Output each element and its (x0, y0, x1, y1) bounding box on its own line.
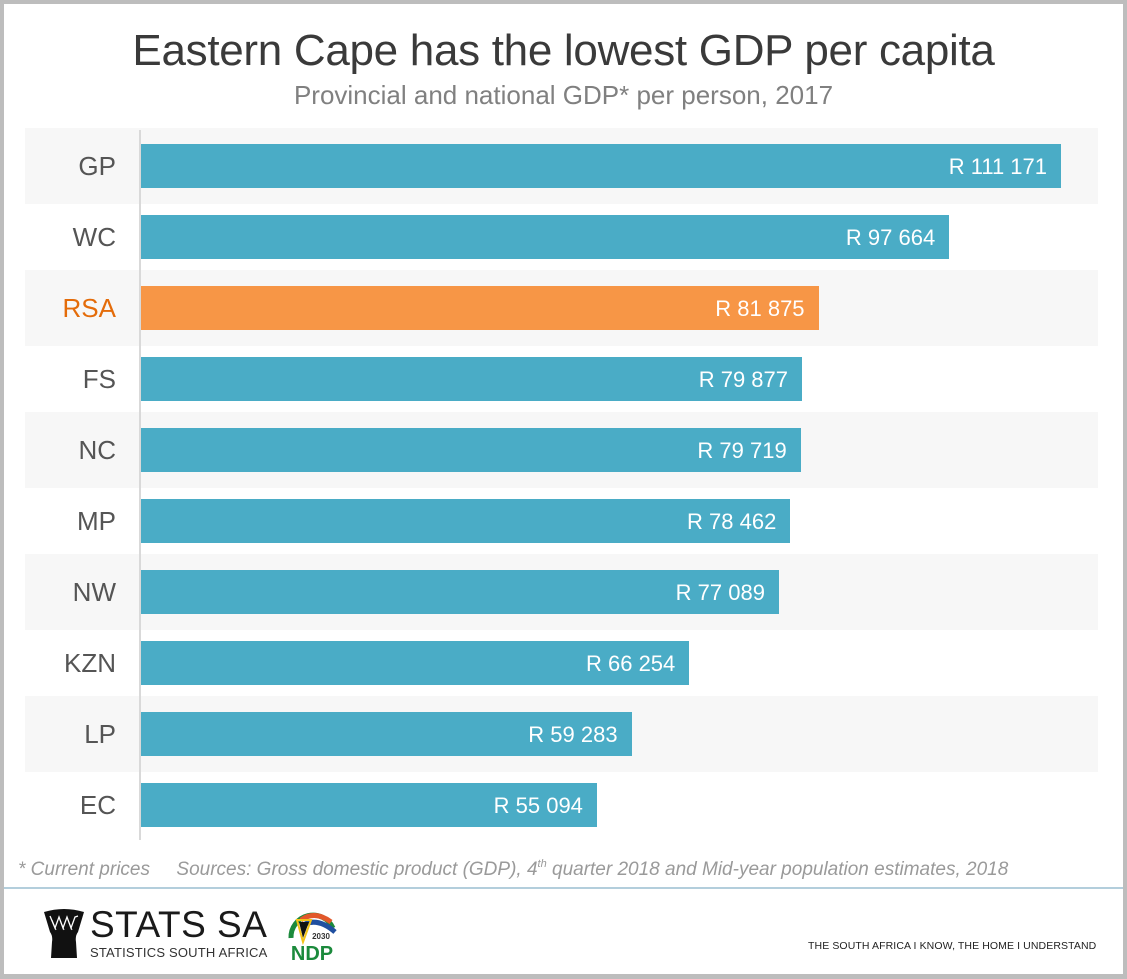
data-label: R 79 877 (698, 367, 789, 392)
footnote-sources-sup: th (537, 858, 547, 870)
slogan: THE SOUTH AFRICA I KNOW, THE HOME I UNDE… (808, 940, 1097, 952)
y-axis-line (139, 130, 141, 840)
category-label: FS (82, 364, 116, 394)
bar-rsa: R 81 875 (141, 286, 819, 330)
footnote-sources-prefix: Sources: Gross domestic product (GDP), 4 (176, 859, 538, 880)
category-label: MP (77, 506, 116, 536)
category-label: NC (78, 435, 116, 465)
category-label: KZN (64, 648, 116, 678)
bar-wc: R 97 664 (141, 215, 950, 259)
data-label: R 77 089 (675, 580, 765, 605)
footnote-sources-suffix: quarter 2018 and Mid-year population est… (546, 859, 1009, 880)
stats-sa-logo-text: STATS SA (90, 904, 268, 945)
category-label: GP (78, 151, 116, 181)
ndp-year: 2030 (312, 932, 330, 941)
bar-lp: R 59 283 (141, 712, 632, 756)
data-label: R 59 283 (528, 722, 618, 747)
data-label: R 111 171 (948, 154, 1047, 179)
chart-title: Eastern Cape has the lowest GDP per capi… (132, 26, 995, 75)
category-label: LP (84, 719, 116, 749)
category-label: RSA (62, 293, 116, 323)
data-label: R 66 254 (585, 651, 676, 676)
data-label: R 81 875 (715, 296, 805, 321)
data-label: R 78 462 (687, 509, 777, 534)
category-label: NW (72, 577, 116, 607)
chart-subtitle: Provincial and national GDP* per person,… (293, 80, 834, 110)
stats-sa-logo: STATS SA STATISTICS SOUTH AFRICA (42, 904, 268, 960)
category-label: WC (72, 222, 116, 252)
footnote: * Current prices Sources: Gross domestic… (18, 858, 1008, 881)
stats-sa-logo-subtext: STATISTICS SOUTH AFRICA (90, 945, 268, 960)
bar-mp: R 78 462 (141, 499, 791, 543)
bar-gp: R 111 171 (141, 144, 1061, 188)
data-label: R 55 094 (493, 793, 583, 818)
footnote-note: * Current prices (18, 859, 150, 880)
bar-fs: R 79 877 (141, 357, 803, 401)
bar-kzn: R 66 254 (141, 641, 690, 685)
bar-nw: R 77 089 (141, 570, 779, 614)
bar-ec: R 55 094 (141, 783, 597, 827)
drum-icon (44, 909, 84, 958)
data-label: R 97 664 (845, 225, 936, 250)
ndp-text: NDP (291, 943, 333, 964)
data-label: R 79 719 (697, 438, 787, 463)
footer-divider (4, 887, 1123, 889)
category-label: EC (79, 790, 116, 820)
bar-nc: R 79 719 (141, 428, 801, 472)
ndp-2030-logo-icon: 2030 NDP (288, 912, 337, 964)
